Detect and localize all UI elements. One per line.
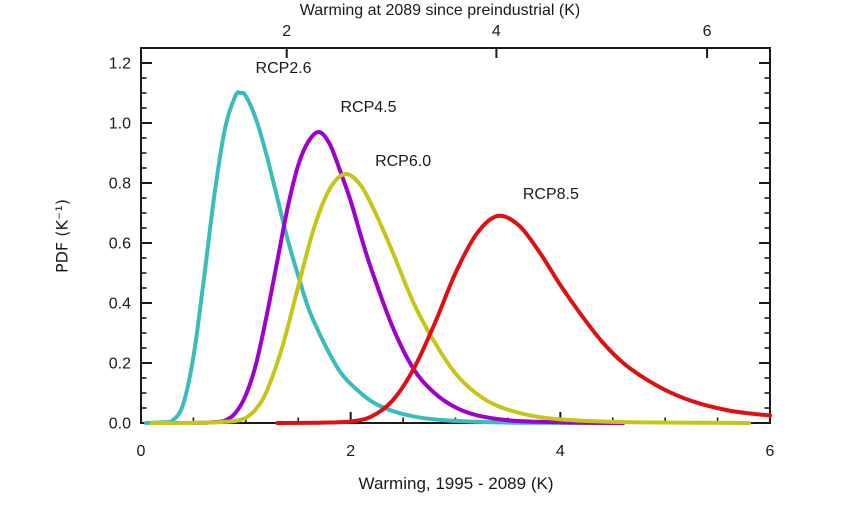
- y-tick-label: 1.2: [109, 56, 131, 73]
- y-tick-label: 0.2: [109, 356, 131, 373]
- x-tick-label: 2: [346, 443, 355, 460]
- curve-label-rcp60: RCP6.0: [375, 153, 432, 170]
- x-tick-label: 4: [556, 443, 565, 460]
- curve-label-rcp45: RCP4.5: [340, 99, 397, 116]
- curve-label-rcp85: RCP8.5: [522, 186, 579, 203]
- x-tick-label: 0: [137, 443, 146, 460]
- plot-box: [140, 47, 771, 424]
- y-tick-label: 1.0: [109, 116, 131, 133]
- series-curve-rcp60: [149, 172, 751, 425]
- series-curve-rcp45: [191, 129, 626, 425]
- series-curve-rcp85: [275, 213, 772, 425]
- top-tick-label: 2: [282, 23, 291, 40]
- top-axis-title: Warming at 2089 since preindustrial (K): [299, 2, 581, 19]
- curve-label-rcp26: RCP2.6: [255, 60, 312, 77]
- x-tick-label: 6: [766, 443, 775, 460]
- y-axis-label: PDF (K⁻¹): [52, 198, 72, 274]
- series-curve-rcp26: [144, 90, 615, 425]
- top-tick-label: 6: [703, 23, 712, 40]
- top-tick-label: 4: [492, 23, 501, 40]
- y-tick-label: 0.0: [109, 416, 131, 433]
- y-tick-label: 0.8: [109, 176, 131, 193]
- y-tick-label: 0.4: [109, 296, 131, 313]
- x-axis-label: Warming, 1995 - 2089 (K): [358, 474, 554, 493]
- y-tick-label: 0.6: [109, 236, 131, 253]
